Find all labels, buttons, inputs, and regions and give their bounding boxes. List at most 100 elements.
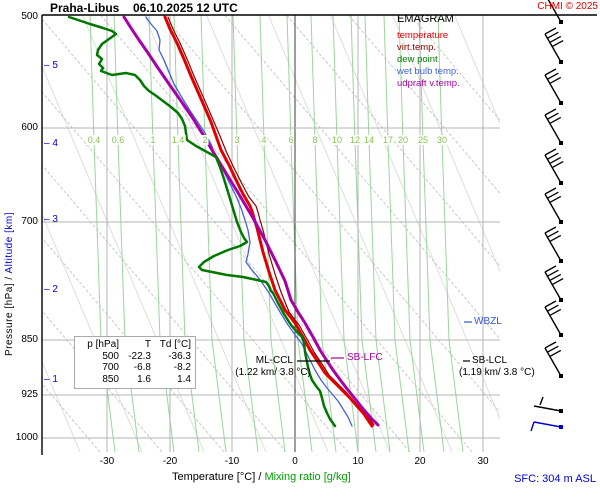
mixing-ratio-line <box>89 15 116 452</box>
temperature-tick-label: 20 <box>414 456 426 467</box>
mixing-ratio-value: 20 <box>396 135 410 145</box>
moist-adiabat <box>453 15 500 125</box>
mixing-ratio-value: 2 <box>201 135 209 145</box>
y-axis-label-separator: / <box>4 273 15 283</box>
mixing-ratio-line <box>398 15 425 452</box>
levels-table-cell: 1.4 <box>177 373 191 385</box>
mixing-ratio-value: 0.6 <box>110 135 126 145</box>
temperature-curve <box>163 15 374 428</box>
levels-table-header-cell: Td [°C] <box>159 339 191 350</box>
wind-barb <box>544 300 563 337</box>
levels-table-cell: 850 <box>102 373 119 385</box>
dry-adiabat <box>224 15 500 340</box>
ml-ccl-detail: (1.22 km/ 3.8 °C) <box>235 367 311 378</box>
mixing-ratio-line <box>173 15 200 452</box>
dry-adiabat <box>410 15 500 122</box>
pressure-tick-label: 1000 <box>15 432 38 443</box>
moist-adiabat <box>391 15 500 273</box>
mixing-ratio-line <box>364 15 391 452</box>
wind-barb <box>547 0 563 24</box>
moist-adiabat <box>205 15 391 452</box>
levels-table-cell: -8.2 <box>173 362 191 373</box>
dry-adiabat <box>42 18 411 452</box>
surface-elevation-label: SFC: 304 m ASL <box>514 473 596 485</box>
legend: EMAGRAM temperature virt.temp. dew point we… <box>397 13 460 90</box>
wind-barb <box>544 27 564 64</box>
mixing-ratio-value: 0.4 <box>86 135 102 145</box>
x-axis-label-separator: / <box>255 471 265 483</box>
altitude-tick-label: – 4 <box>44 138 58 149</box>
mixing-ratio-value: 1.4 <box>170 135 186 145</box>
legend-item-dew-point: dew point <box>397 54 438 65</box>
moist-adiabat <box>267 15 453 452</box>
legend-title: EMAGRAM <box>397 13 454 25</box>
dry-adiabat <box>162 15 500 413</box>
mixing-ratio-line <box>113 15 140 452</box>
wind-barb <box>544 187 563 224</box>
wet-bulb-curve <box>145 16 353 427</box>
altitude-tick-label: – 5 <box>44 60 58 71</box>
levels-table-row: 700 -6.8 -8.2 <box>79 362 191 374</box>
copyright-notice: CHMI © 2025 <box>537 1 598 12</box>
sounding-datetime: 06.10.2025 12 UTC <box>133 1 238 15</box>
levels-table-cell: 500 <box>102 350 119 362</box>
dry-adiabat <box>42 91 349 452</box>
altitude-tick-label: – 3 <box>44 214 58 225</box>
pressure-tick-label: 700 <box>21 216 38 227</box>
x-axis-label-temperature: Temperature [°C] <box>172 471 256 483</box>
wind-barb <box>544 226 563 263</box>
updraft-virt-temp-curve <box>122 15 380 427</box>
wind-barb <box>544 341 563 378</box>
mixing-ratio-value: 4 <box>260 135 268 145</box>
mixing-ratio-line <box>310 15 337 452</box>
mixing-ratio-line <box>232 15 259 452</box>
levels-table-cell: 1.6 <box>137 373 151 385</box>
levels-table-row: 500 -22.3 -36.3 <box>79 351 191 363</box>
mixing-ratio-line <box>200 15 227 452</box>
temperature-tick-label: 0 <box>292 456 298 467</box>
sb-lfc-label: SB-LFC <box>347 352 383 363</box>
wind-barb <box>533 396 563 413</box>
moist-adiabat <box>143 15 329 452</box>
mixing-ratio-value: 1 <box>149 135 157 145</box>
moist-adiabat <box>81 15 267 452</box>
moist-adiabat <box>516 15 600 452</box>
dry-adiabat <box>100 15 473 452</box>
isoline-layer <box>42 15 600 452</box>
levels-table-header: p [hPa] T Td [°C] <box>79 339 191 351</box>
temperature-tick-label: -30 <box>99 456 115 467</box>
mixing-ratio-value: 14 <box>362 135 376 145</box>
mixing-ratio-value: 6 <box>287 135 295 145</box>
levels-table-cell: -22.3 <box>128 350 151 362</box>
mixing-ratio-value: 30 <box>435 135 449 145</box>
mixing-ratio-line <box>148 15 175 452</box>
mixing-ratio-value: 25 <box>416 135 430 145</box>
pressure-tick-label: 850 <box>21 334 38 345</box>
levels-table-row: 850 1.6 1.4 <box>79 374 191 386</box>
x-axis-label-mixing-ratio: Mixing ratio [g/kg] <box>264 471 351 483</box>
wind-barb <box>544 68 563 105</box>
dry-adiabat <box>348 15 500 194</box>
wind-barb <box>530 421 563 432</box>
y-axis-label-pressure: Pressure [hPa] <box>4 282 15 356</box>
levels-table-cell: 700 <box>102 362 119 373</box>
mixing-ratio-value: 12 <box>348 135 362 145</box>
station-name: Praha-Libus <box>50 1 120 15</box>
pressure-tick-label: 600 <box>21 122 38 133</box>
levels-table-header-cell: p [hPa] <box>87 339 119 350</box>
ml-ccl-label: ML-CCL <box>255 355 293 366</box>
wind-barb <box>544 108 563 145</box>
legend-items: temperature virt.temp. dew point wet bulb t… <box>397 30 460 90</box>
levels-table-cell: -6.8 <box>133 362 151 373</box>
dry-adiabat <box>286 15 500 267</box>
legend-item-udpraft-v-temp-: udpraft v.temp. <box>397 78 460 89</box>
mixing-ratio-value: 10 <box>330 135 344 145</box>
wind-barb <box>544 148 564 185</box>
dry-adiabat <box>42 164 287 452</box>
levels-table-header-cell: T <box>144 339 151 350</box>
mixing-ratio-line <box>418 15 445 452</box>
pressure-tick-label: 925 <box>21 389 38 400</box>
mixing-ratio-line <box>437 15 464 452</box>
temperature-tick-label: 10 <box>352 456 364 467</box>
